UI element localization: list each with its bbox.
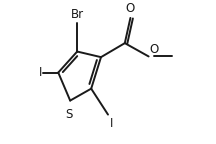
Text: I: I [39,66,42,79]
Text: I: I [109,117,113,130]
Text: O: O [149,43,159,56]
Text: Br: Br [71,8,84,21]
Text: O: O [126,2,135,15]
Text: S: S [65,108,72,121]
